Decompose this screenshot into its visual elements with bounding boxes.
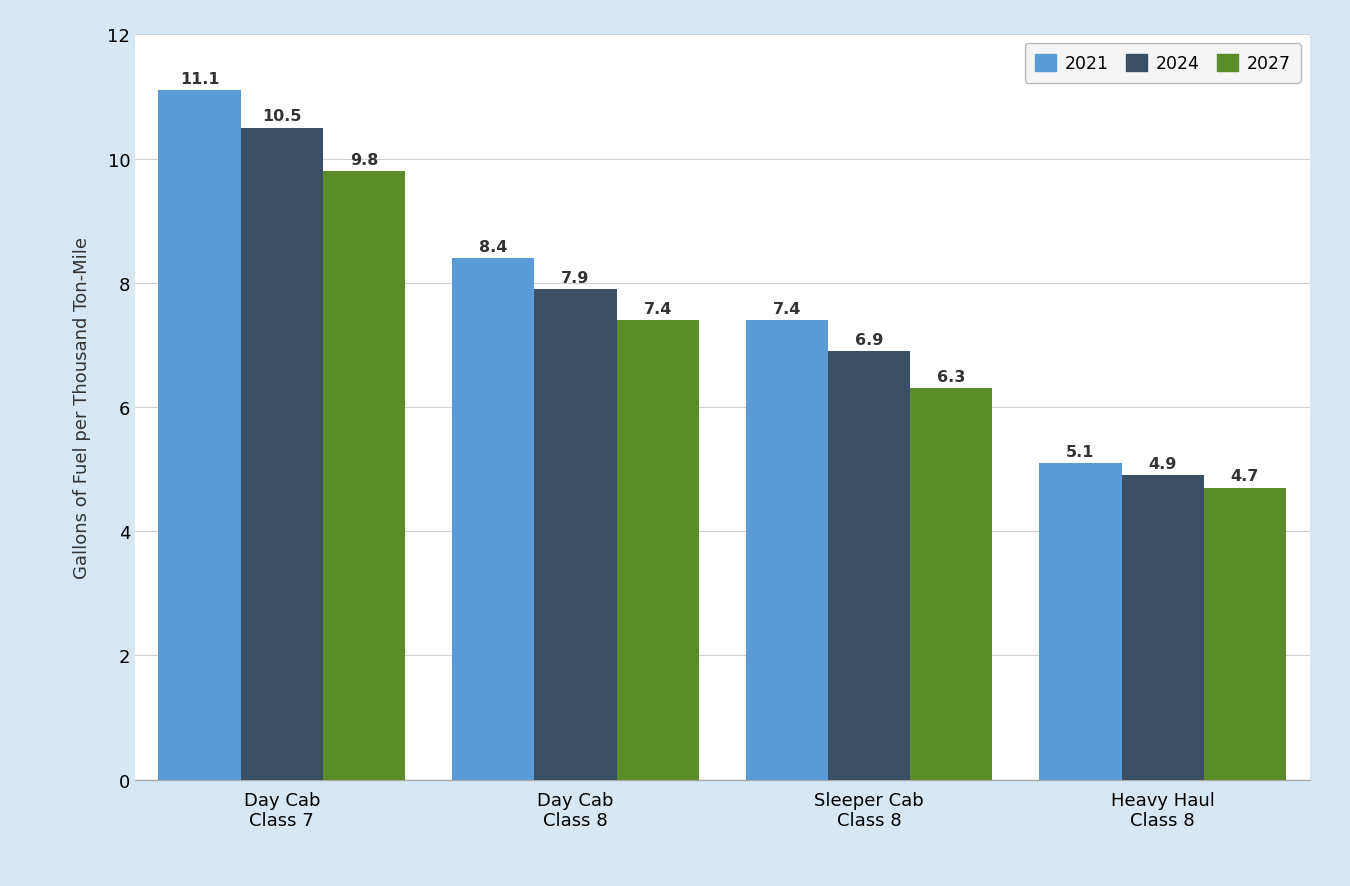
Bar: [323, 172, 405, 780]
Bar: [452, 259, 535, 780]
Text: 6.3: 6.3: [937, 369, 965, 385]
Bar: [1122, 476, 1204, 780]
Bar: [1204, 488, 1287, 780]
Text: 4.7: 4.7: [1231, 469, 1260, 484]
Text: 9.8: 9.8: [350, 152, 378, 167]
Text: 6.9: 6.9: [855, 332, 883, 347]
Bar: [158, 91, 240, 780]
Text: 10.5: 10.5: [262, 109, 301, 124]
Text: 11.1: 11.1: [180, 72, 219, 87]
Text: 7.4: 7.4: [644, 301, 672, 316]
Bar: [910, 389, 992, 780]
Legend: 2021, 2024, 2027: 2021, 2024, 2027: [1025, 44, 1301, 83]
Text: 4.9: 4.9: [1149, 456, 1177, 471]
Bar: [1040, 463, 1122, 780]
Text: 7.4: 7.4: [772, 301, 801, 316]
Bar: [745, 321, 828, 780]
Bar: [535, 290, 617, 780]
Bar: [828, 352, 910, 780]
Bar: [617, 321, 699, 780]
Text: 5.1: 5.1: [1066, 444, 1095, 459]
Y-axis label: Gallons of Fuel per Thousand Ton-Mile: Gallons of Fuel per Thousand Ton-Mile: [73, 237, 90, 579]
Text: 7.9: 7.9: [562, 270, 590, 285]
Text: 8.4: 8.4: [479, 239, 508, 254]
Bar: [240, 128, 323, 780]
